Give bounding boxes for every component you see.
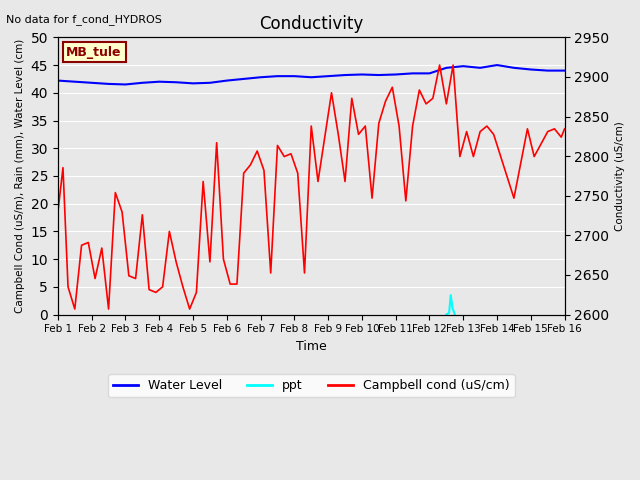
Water Level (189, 81, 197, 86)
Campbell cond (uS/cm) (220, 256, 227, 262)
ppt (447, 292, 454, 298)
Water Level (544, 68, 552, 73)
Campbell cond (uS/cm) (436, 62, 444, 68)
Campbell cond (uS/cm) (71, 306, 79, 312)
Water Level (375, 72, 383, 78)
Water Level (341, 72, 349, 78)
Campbell cond (uS/cm) (301, 270, 308, 276)
Water Level (240, 76, 248, 82)
Water Level (71, 79, 79, 84)
Campbell cond (uS/cm) (470, 154, 477, 159)
Water Level (426, 71, 433, 76)
Water Level (223, 78, 230, 84)
Water Level (324, 73, 332, 79)
Water Level (561, 68, 568, 73)
ppt (442, 312, 450, 317)
Water Level (358, 72, 365, 77)
Title: Conductivity: Conductivity (259, 15, 364, 33)
Water Level (156, 79, 163, 84)
Water Level (307, 74, 315, 80)
Water Level (172, 79, 180, 85)
Legend: Water Level, ppt, Campbell cond (uS/cm): Water Level, ppt, Campbell cond (uS/cm) (108, 374, 515, 397)
ppt (445, 310, 453, 316)
Line: ppt: ppt (446, 295, 455, 314)
Text: MB_tule: MB_tule (67, 46, 122, 59)
Y-axis label: Campbell Cond (uS/m), Rain (mm), Water Level (cm): Campbell Cond (uS/m), Rain (mm), Water L… (15, 39, 25, 313)
Water Level (460, 63, 467, 69)
Campbell cond (uS/cm) (561, 126, 568, 132)
Water Level (122, 82, 129, 87)
Water Level (527, 67, 534, 72)
Water Level (105, 81, 113, 87)
Water Level (392, 72, 399, 77)
Water Level (274, 73, 282, 79)
Water Level (206, 80, 214, 86)
Text: No data for f_cond_HYDROS: No data for f_cond_HYDROS (6, 14, 163, 25)
X-axis label: Time: Time (296, 340, 326, 353)
Line: Water Level: Water Level (58, 65, 564, 84)
Line: Campbell cond (uS/cm): Campbell cond (uS/cm) (58, 65, 564, 309)
Water Level (88, 80, 95, 86)
Campbell cond (uS/cm) (524, 126, 531, 132)
Water Level (291, 73, 298, 79)
Campbell cond (uS/cm) (166, 228, 173, 234)
Water Level (409, 71, 417, 76)
ppt (449, 305, 456, 311)
Campbell cond (uS/cm) (54, 209, 61, 215)
Water Level (510, 65, 518, 71)
Campbell cond (uS/cm) (483, 123, 491, 129)
Water Level (257, 74, 264, 80)
Water Level (476, 65, 484, 71)
Water Level (442, 65, 450, 71)
Water Level (493, 62, 501, 68)
ppt (451, 312, 459, 317)
Water Level (138, 80, 146, 86)
Water Level (54, 78, 61, 84)
Y-axis label: Conductivity (uS/cm): Conductivity (uS/cm) (615, 121, 625, 231)
